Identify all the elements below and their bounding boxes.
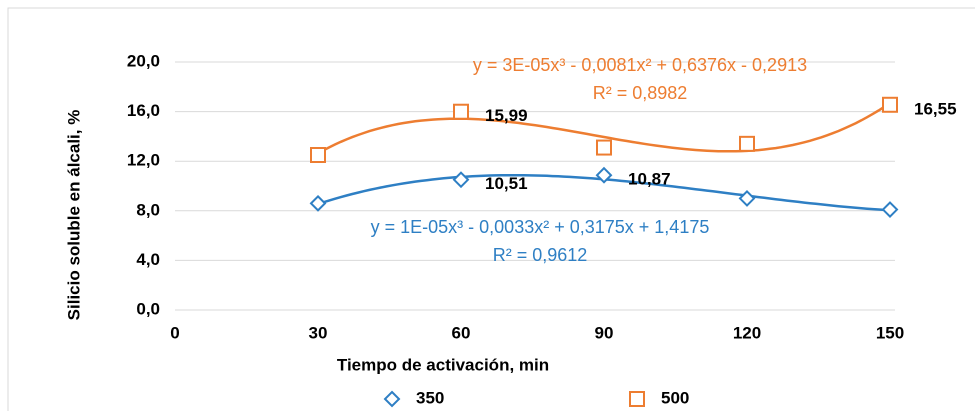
x-tick-label: 0	[170, 323, 179, 342]
y-tick-label: 20,0	[127, 51, 160, 70]
x-tick-label: 30	[309, 323, 328, 342]
x-tick-label: 150	[876, 323, 904, 342]
point	[881, 201, 899, 218]
y-tick-label: 4,0	[136, 250, 160, 269]
x-tick-label: 60	[452, 323, 471, 342]
legend-marker	[629, 391, 645, 407]
y-tick-label: 16,0	[127, 101, 160, 120]
data-label: 16,55	[914, 99, 957, 118]
y-axis-label: Silicio soluble en álcali, %	[64, 110, 83, 321]
trendline	[317, 101, 891, 155]
data-label: 10,51	[485, 174, 528, 193]
trendline-equation: R² = 0,8982	[593, 83, 688, 103]
trendline-equation: R² = 0,9612	[493, 245, 588, 265]
trendline-equation: y = 1E-05x³ - 0,0033x² + 0,3175x + 1,417…	[371, 217, 710, 237]
y-tick-label: 0,0	[136, 299, 160, 318]
point	[309, 194, 327, 212]
data-label: 15,99	[485, 106, 528, 125]
legend-marker	[383, 390, 401, 408]
point	[882, 96, 898, 113]
x-tick-label: 120	[733, 323, 761, 342]
trendline-equation: y = 3E-05x³ - 0,0081x² + 0,6376x - 0,291…	[473, 55, 807, 75]
legend-label: 500	[661, 388, 689, 407]
point	[595, 166, 613, 184]
chart-border	[7, 7, 975, 411]
point	[738, 189, 756, 207]
point	[453, 103, 469, 120]
point	[452, 171, 470, 189]
legend-label: 350	[416, 388, 444, 407]
point	[310, 147, 326, 163]
data-label: 10,87	[628, 170, 671, 189]
point	[596, 139, 612, 156]
y-tick-label: 12,0	[127, 151, 160, 170]
y-tick-label: 8,0	[136, 200, 160, 219]
x-tick-label: 90	[595, 323, 614, 342]
x-axis-label: Tiempo de activación, min	[337, 355, 549, 374]
point	[739, 135, 755, 152]
